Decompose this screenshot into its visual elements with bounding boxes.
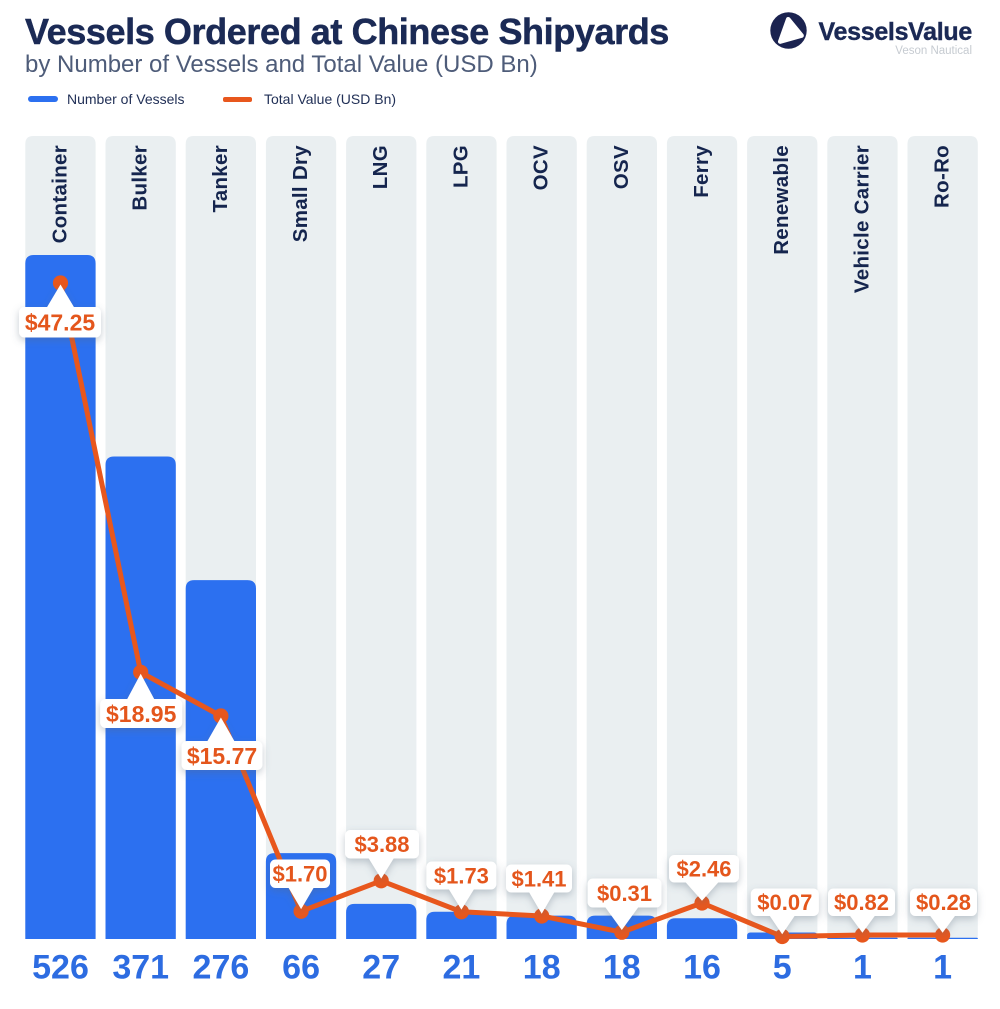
svg-text:21: 21: [442, 949, 480, 987]
svg-text:$2.46: $2.46: [676, 857, 731, 882]
svg-text:Vehicle Carrier: Vehicle Carrier: [850, 145, 873, 293]
svg-text:371: 371: [112, 949, 169, 987]
svg-text:5: 5: [773, 949, 792, 987]
svg-text:OCV: OCV: [530, 145, 553, 190]
svg-text:$1.41: $1.41: [511, 866, 566, 891]
svg-text:Ferry: Ferry: [690, 145, 713, 198]
svg-text:$0.28: $0.28: [916, 890, 971, 915]
svg-text:1: 1: [853, 949, 872, 987]
svg-text:16: 16: [683, 949, 721, 987]
svg-text:Bulker: Bulker: [129, 145, 152, 211]
svg-text:$1.70: $1.70: [272, 862, 327, 887]
svg-text:LPG: LPG: [449, 145, 472, 188]
svg-text:$15.77: $15.77: [187, 743, 257, 769]
svg-text:LNG: LNG: [369, 145, 392, 189]
svg-text:$0.31: $0.31: [597, 881, 652, 906]
svg-text:$3.88: $3.88: [354, 832, 409, 857]
svg-text:276: 276: [193, 949, 250, 987]
svg-text:66: 66: [282, 949, 320, 987]
svg-text:$0.82: $0.82: [834, 890, 889, 915]
svg-text:1: 1: [933, 949, 952, 987]
svg-text:Tanker: Tanker: [209, 145, 232, 213]
svg-text:27: 27: [362, 949, 400, 987]
svg-text:526: 526: [32, 949, 89, 987]
svg-text:18: 18: [603, 949, 641, 987]
svg-text:18: 18: [523, 949, 561, 987]
svg-text:$18.95: $18.95: [106, 701, 177, 727]
svg-text:$47.25: $47.25: [25, 310, 96, 336]
svg-text:Container: Container: [49, 145, 72, 243]
svg-text:Renewable: Renewable: [770, 145, 793, 255]
svg-text:OSV: OSV: [610, 145, 633, 189]
svg-text:Small Dry: Small Dry: [289, 145, 312, 243]
svg-text:$1.73: $1.73: [434, 863, 489, 888]
svg-text:$0.07: $0.07: [757, 890, 812, 915]
svg-text:Ro-Ro: Ro-Ro: [931, 145, 954, 208]
